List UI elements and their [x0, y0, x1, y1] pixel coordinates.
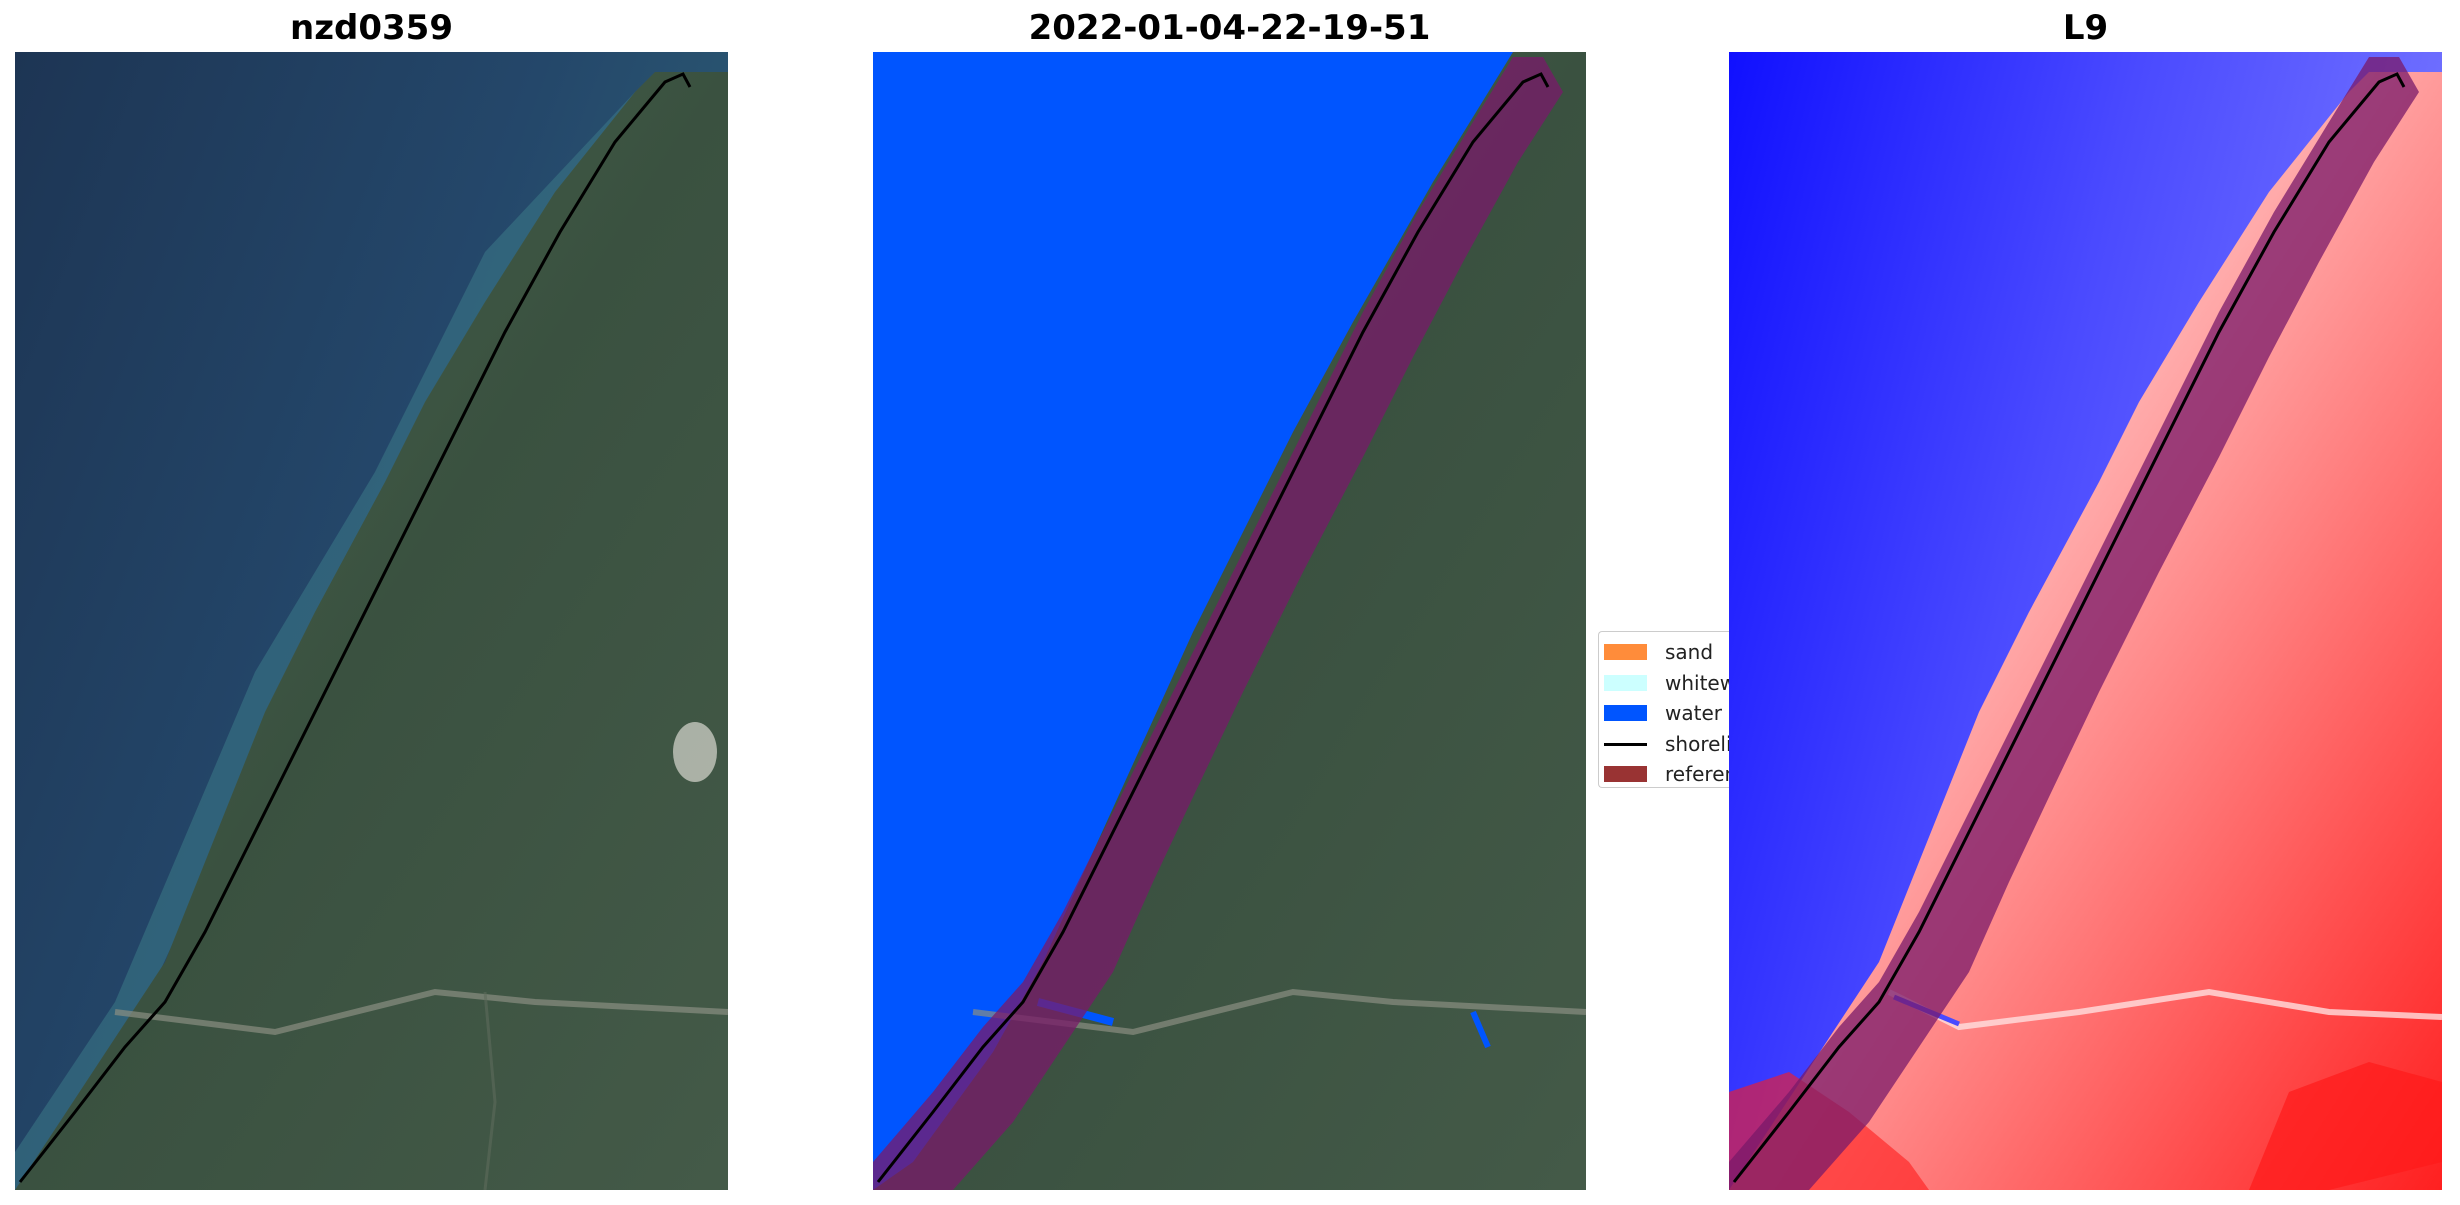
water-swatch [1604, 705, 1647, 721]
shoreline-line [18, 72, 692, 1183]
classification-image [873, 52, 1586, 1190]
whitewater-swatch [1604, 674, 1647, 691]
reference-swatch [1604, 766, 1647, 782]
panel-title-index: L9 [2062, 8, 2109, 48]
panel-title-rgb: nzd0359 [290, 8, 453, 48]
legend-label: water [1665, 701, 1722, 725]
panel-title-classification: 2022-01-04-22-19-51 [1028, 8, 1431, 48]
legend-label: reference [1665, 762, 1738, 786]
legend-item-water: water [1599, 698, 1738, 729]
shoreline-swatch [1604, 742, 1647, 746]
legend-label: whitewater [1665, 670, 1738, 695]
classification-panel [873, 52, 1586, 1190]
shoreline-line [1732, 72, 2406, 1183]
rgb-image-panel [15, 52, 728, 1190]
shoreline-line [876, 72, 1550, 1183]
legend-item-shoreline: shoreline [1599, 729, 1738, 760]
index-image-panel [1729, 52, 2442, 1190]
legend-item-whitewater: whitewater [1599, 668, 1738, 699]
legend-item-sand: sand [1599, 637, 1738, 668]
legend: sand whitewater water shoreline referenc… [1598, 631, 1738, 788]
sand-swatch [1604, 644, 1647, 660]
legend-label: sand [1665, 640, 1714, 664]
legend-item-reference: reference [1599, 759, 1738, 787]
index-image [1729, 52, 2442, 1190]
legend-label: shoreline [1665, 731, 1738, 756]
rgb-satellite-image [15, 52, 728, 1190]
